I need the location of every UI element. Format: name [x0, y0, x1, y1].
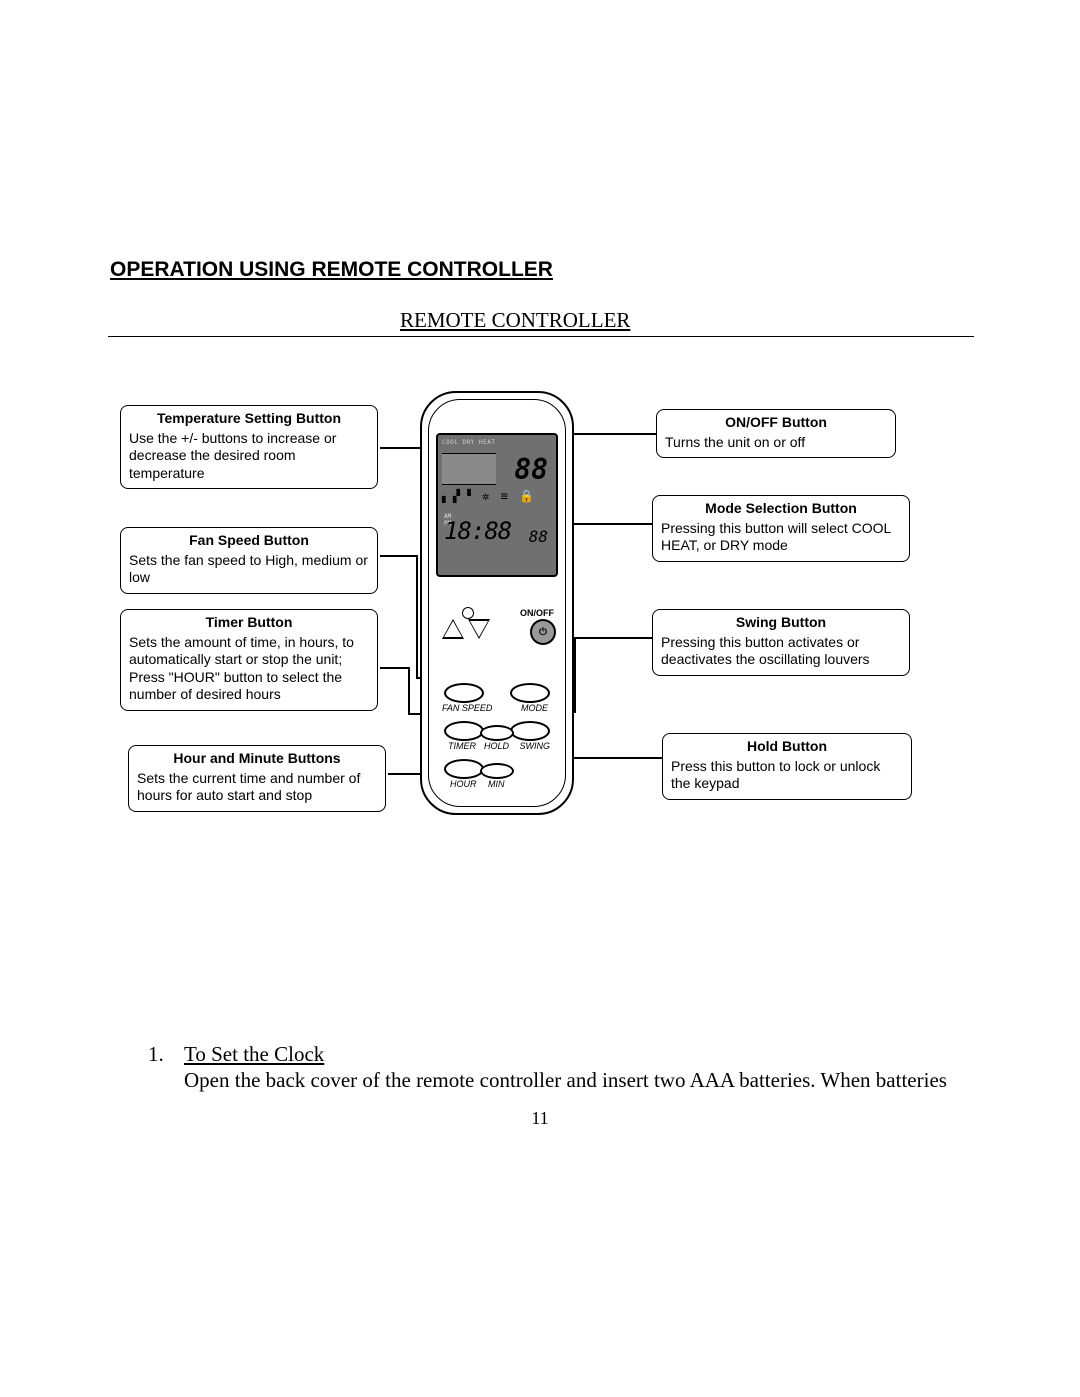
leader-line [380, 667, 408, 669]
screen-clock: 18:88 [444, 517, 511, 545]
lock-icon: 🔒 [519, 489, 534, 503]
min-button[interactable] [480, 763, 514, 779]
leader-line [408, 667, 410, 713]
power-icon: ⏻ [532, 621, 554, 643]
step-number: 1. [148, 1042, 164, 1067]
timer-button[interactable] [444, 721, 484, 741]
callout-desc: Pressing this button will select COOL HE… [661, 520, 901, 555]
temp-down-button-face [470, 621, 488, 637]
callout-title: Temperature Setting Button [129, 410, 369, 428]
hour-button[interactable] [444, 759, 484, 779]
screen-band [442, 453, 496, 485]
step-body: Open the back cover of the remote contro… [184, 1068, 984, 1093]
callout-title: ON/OFF Button [665, 414, 887, 432]
signal-icon: ▖▗▘▝ [442, 489, 471, 503]
callout-temperature: Temperature Setting Button Use the +/- b… [120, 405, 378, 489]
callout-title: Hold Button [671, 738, 903, 756]
callout-desc: Pressing this button activates or deacti… [661, 634, 901, 669]
callout-title: Swing Button [661, 614, 901, 632]
callout-title: Timer Button [129, 614, 369, 632]
hold-label: HOLD [484, 741, 509, 751]
leader-line [380, 555, 416, 557]
callout-desc: Turns the unit on or off [665, 434, 887, 452]
figure-caption: REMOTE CONTROLLER [400, 308, 630, 333]
screen-temp: 88 [514, 453, 548, 486]
callout-title: Fan Speed Button [129, 532, 369, 550]
fan-icon: ✲ [482, 489, 489, 503]
timer-label: TIMER [448, 741, 476, 751]
leader-line [574, 637, 576, 713]
step-title: To Set the Clock [184, 1042, 324, 1067]
onoff-label: ON/OFF [520, 608, 554, 618]
temp-up-button-face [444, 621, 462, 637]
remote-diagram: Temperature Setting Button Use the +/- b… [108, 336, 974, 817]
clock-icon [462, 607, 474, 619]
page-number: 11 [0, 1108, 1080, 1129]
section-heading: OPERATION USING REMOTE CONTROLLER [110, 258, 553, 282]
callout-mode: Mode Selection Button Pressing this butt… [652, 495, 910, 562]
callout-desc: Sets the fan speed to High, medium or lo… [129, 552, 369, 587]
min-label: MIN [488, 779, 505, 789]
fan-speed-label: FAN SPEED [442, 703, 492, 713]
leader-line [570, 523, 652, 525]
callout-desc: Sets the amount of time, in hours, to au… [129, 634, 369, 704]
leader-line [574, 637, 652, 639]
callout-swing: Swing Button Pressing this button activa… [652, 609, 910, 676]
callout-fan: Fan Speed Button Sets the fan speed to H… [120, 527, 378, 594]
screen-clock-sub: 88 [529, 527, 548, 546]
mode-button[interactable] [510, 683, 550, 703]
page: OPERATION USING REMOTE CONTROLLER REMOTE… [0, 0, 1080, 1397]
callout-hold: Hold Button Press this button to lock or… [662, 733, 912, 800]
mode-label: MODE [521, 703, 548, 713]
callout-timer: Timer Button Sets the amount of time, in… [120, 609, 378, 711]
swing-button[interactable] [510, 721, 550, 741]
fan-speed-button[interactable] [444, 683, 484, 703]
callout-desc: Press this button to lock or unlock the … [671, 758, 903, 793]
callout-desc: Sets the current time and number of hour… [137, 770, 377, 805]
swing-label: SWING [520, 741, 551, 751]
leader-line [416, 555, 418, 677]
hold-button[interactable] [480, 725, 514, 741]
remote-screen: COOL DRY HEAT 88 ▖▗▘▝ ✲ ≡ 🔒 AMPM 18:88 8… [436, 433, 558, 577]
hour-label: HOUR [450, 779, 477, 789]
callout-title: Mode Selection Button [661, 500, 901, 518]
remote-body: COOL DRY HEAT 88 ▖▗▘▝ ✲ ≡ 🔒 AMPM 18:88 8… [420, 391, 574, 815]
screen-mode-line: COOL DRY HEAT [442, 439, 495, 446]
callout-title: Hour and Minute Buttons [137, 750, 377, 768]
callout-desc: Use the +/- buttons to increase or decre… [129, 430, 369, 483]
callout-hourmin: Hour and Minute Buttons Sets the current… [128, 745, 386, 812]
callout-onoff: ON/OFF Button Turns the unit on or off [656, 409, 896, 458]
swing-icon: ≡ [501, 489, 508, 503]
screen-icons: ▖▗▘▝ ✲ ≡ 🔒 [442, 489, 552, 513]
